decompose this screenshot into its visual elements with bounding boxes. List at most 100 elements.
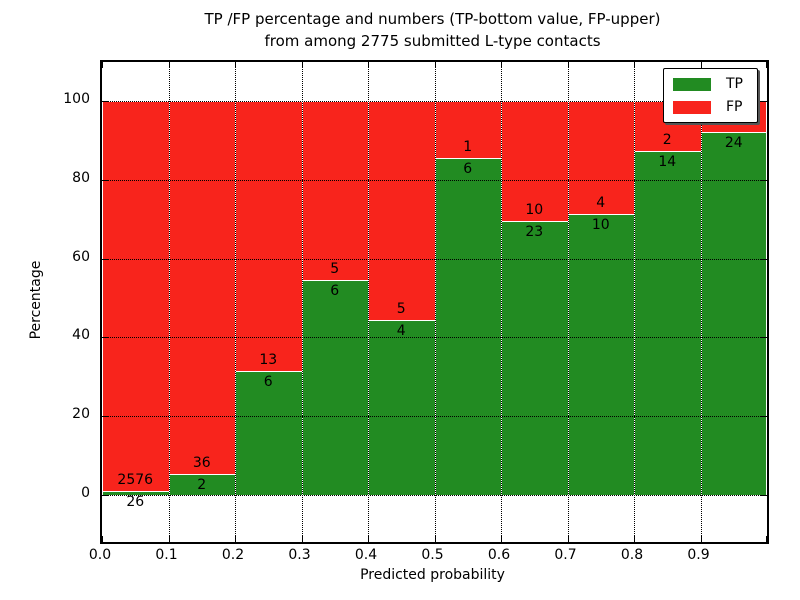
legend-swatch-fp <box>673 100 711 114</box>
x-tick-mark <box>301 62 303 68</box>
v-gridline <box>235 62 236 542</box>
tp-count-label: 6 <box>263 373 273 390</box>
fp-bar <box>301 101 369 281</box>
tp-bar <box>634 150 702 495</box>
x-tick-mark <box>235 62 236 68</box>
x-tick-mark <box>301 536 303 542</box>
h-gridline <box>102 416 767 418</box>
tp-count-label: 26 <box>126 493 145 510</box>
x-tick-mark <box>700 536 702 542</box>
y-tick-mark <box>102 258 108 260</box>
h-gridline <box>102 180 767 182</box>
x-tick-label: 0.0 <box>88 547 112 563</box>
y-tick-mark <box>761 101 767 103</box>
chart-title-line2: from among 2775 submitted L-type contact… <box>264 32 601 50</box>
x-tick-mark <box>766 536 767 542</box>
tp-bar <box>368 319 436 495</box>
fp-count-label: 5 <box>330 261 340 278</box>
legend-swatch-tp <box>673 77 711 91</box>
tp-bar <box>700 131 767 495</box>
y-tick-mark <box>761 494 767 496</box>
x-tick-mark <box>501 536 502 542</box>
tp-bar <box>567 213 635 495</box>
tp-count-label: 24 <box>724 134 743 151</box>
legend: TP FP <box>663 68 758 123</box>
x-tick-mark <box>368 536 369 542</box>
fp-count-label: 5 <box>396 300 406 317</box>
v-gridline <box>700 62 702 542</box>
tp-count-label: 2 <box>197 477 207 494</box>
plot-area: TP FP 2576263621365654161023410214224 <box>100 60 769 544</box>
y-tick-mark <box>102 337 108 339</box>
y-tick-mark <box>102 416 108 418</box>
x-tick-label: 0.5 <box>421 547 444 563</box>
fp-count-label: 10 <box>525 201 544 218</box>
x-tick-label: 0.9 <box>687 547 710 563</box>
fp-count-label: 4 <box>596 194 606 211</box>
tp-count-label: 4 <box>396 322 406 339</box>
y-tick-mark <box>761 416 767 418</box>
tp-bar <box>434 157 502 495</box>
v-gridline <box>567 62 569 542</box>
fp-bar <box>567 101 635 214</box>
fp-count-label: 36 <box>192 455 211 472</box>
fp-bar <box>501 101 569 221</box>
tp-bar <box>235 370 303 495</box>
x-tick-mark <box>766 62 767 68</box>
v-gridline <box>301 62 303 542</box>
v-gridline <box>434 62 436 542</box>
legend-label-tp: TP <box>726 76 743 92</box>
tp-count-label: 6 <box>463 160 473 177</box>
y-tick-label: 100 <box>63 91 90 108</box>
h-gridline <box>102 258 767 260</box>
fp-bar <box>235 101 303 371</box>
v-gridline <box>501 62 502 542</box>
y-tick-mark <box>102 101 108 103</box>
fp-bar <box>168 101 236 475</box>
y-tick-label: 60 <box>72 248 90 265</box>
x-tick-label: 0.2 <box>221 547 245 563</box>
x-tick-mark <box>434 62 436 68</box>
tp-count-label: 10 <box>591 216 610 233</box>
x-tick-mark <box>102 536 103 542</box>
x-tick-label: 0.1 <box>155 547 178 563</box>
y-tick-mark <box>761 180 767 182</box>
fp-count-label: 2 <box>662 131 672 148</box>
legend-item-tp: TP <box>673 76 743 92</box>
fp-count-label: 2576 <box>117 471 154 488</box>
x-tick-mark <box>168 536 170 542</box>
y-tick-mark <box>761 337 767 339</box>
x-tick-mark <box>634 536 635 542</box>
tp-bar <box>301 280 369 495</box>
tp-count-label: 14 <box>658 153 677 170</box>
h-gridline <box>102 101 767 103</box>
fp-bar <box>368 101 436 320</box>
x-tick-mark <box>235 536 236 542</box>
x-tick-mark <box>168 62 170 68</box>
x-axis-label: Predicted probability <box>360 567 505 583</box>
x-tick-mark <box>567 536 569 542</box>
x-tick-label: 0.7 <box>554 547 577 563</box>
x-tick-mark <box>700 62 702 68</box>
chart-title-line1: TP /FP percentage and numbers (TP-bottom… <box>204 10 661 28</box>
tp-count-label: 23 <box>525 223 544 240</box>
y-tick-mark <box>761 258 767 260</box>
x-tick-mark <box>368 62 369 68</box>
x-tick-mark <box>567 62 569 68</box>
h-gridline <box>102 494 767 496</box>
y-axis-label: Percentage <box>28 260 44 340</box>
y-tick-label: 0 <box>81 484 90 501</box>
fp-count-label: 1 <box>463 138 473 155</box>
x-tick-mark <box>501 62 502 68</box>
x-tick-mark <box>102 62 103 68</box>
fp-count-label: 13 <box>259 351 278 368</box>
y-tick-label: 80 <box>72 170 90 187</box>
y-tick-mark <box>102 494 108 496</box>
x-tick-label: 0.6 <box>487 547 511 563</box>
v-gridline <box>368 62 369 542</box>
v-gridline <box>634 62 635 542</box>
chart-title: TP /FP percentage and numbers (TP-bottom… <box>100 8 765 52</box>
x-tick-label: 0.3 <box>288 547 311 563</box>
legend-item-fp: FP <box>673 99 743 115</box>
